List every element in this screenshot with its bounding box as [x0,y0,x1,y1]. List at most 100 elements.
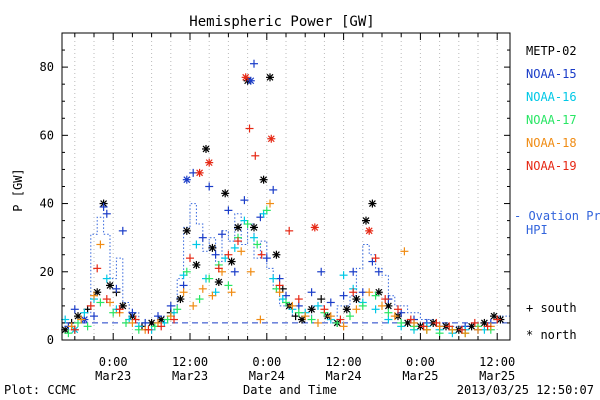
plot-credit: Plot: CCMC [4,383,76,397]
chart-title: Hemispheric Power [GW] [189,14,374,30]
south-marker [195,295,204,304]
south-marker [118,226,127,235]
south-marker [70,325,79,334]
south-marker [336,315,345,324]
south-marker [269,274,278,283]
south-marker [205,182,214,191]
south-marker [314,318,322,327]
south-marker [301,312,310,321]
south-marker [384,308,393,317]
north-marker [241,73,250,82]
south-marker [211,250,220,259]
north-marker [307,305,316,314]
south-marker [240,196,249,205]
y-tick-label: 60 [40,128,54,142]
north-marker [208,243,217,252]
legend: METP-02 NOAA-15 NOAA-16 NOAA-17 NOAA-18 NOAA-… [514,44,600,342]
legend-entry: NOAA-15 [526,67,577,81]
y-tick-label: 20 [40,265,54,279]
legend-entry: NOAA-17 [526,113,577,127]
marker-stroke [272,251,280,259]
x-tick-date: Mar25 [402,369,438,383]
south-marker [419,322,428,331]
north-marker [202,144,210,153]
south-marker [170,315,178,324]
marker-stroke [205,159,213,167]
x-tick-date: Mar24 [249,369,285,383]
marker-stroke [93,288,101,296]
south-marker [251,151,260,160]
marker-stroke [242,73,250,81]
marker-stroke [176,295,184,303]
south-marker [224,206,233,215]
south-marker [230,243,239,252]
south-marker [90,291,98,300]
south-marker [257,250,266,259]
south-marker [154,312,162,321]
south-marker [144,325,153,334]
north-marker [310,223,319,232]
south-marker [198,233,207,242]
south-marker [294,308,303,317]
south-marker [70,305,79,314]
north-marker [234,223,242,232]
south-marker [80,308,89,317]
marker-stroke [311,224,319,231]
marker-stroke [266,73,274,81]
south-marker [128,308,137,317]
marker-stroke [490,312,498,320]
marker-stroke [352,295,360,303]
y-tick-label: 80 [40,60,54,74]
north-marker [182,226,191,235]
south-marker [390,312,399,321]
south-marker [131,315,140,324]
north-marker [246,76,255,85]
south-marker [371,305,380,314]
south-marker [365,288,374,297]
south-marker [182,267,191,276]
south-marker [493,315,502,324]
marker-stroke [480,319,488,327]
marker-stroke [61,326,69,334]
south-marker [339,291,348,300]
north-marker [267,134,276,143]
south-marker [179,288,188,297]
south-marker [285,226,294,235]
north-marker [182,175,191,184]
south-marker [352,305,361,314]
south-marker [64,329,73,338]
south-marker [378,301,386,310]
north-marker [195,168,204,177]
marker-stroke [365,227,373,235]
x-tick-date: Mar24 [326,369,362,383]
south-marker [227,288,236,297]
south-marker [243,220,252,229]
north-marker [106,281,114,290]
north-marker [259,175,268,184]
south-marker [102,274,111,283]
north-marker [250,223,258,232]
legend-entry: NOAA-18 [526,136,577,150]
south-marker [326,312,335,321]
south-marker [371,291,380,300]
marker-stroke [208,244,216,252]
south-marker [307,315,316,324]
marker-stroke [267,135,275,143]
x-tick-time: 0:00 [252,355,281,369]
south-marker [317,295,326,304]
south-marker [374,267,383,276]
north-marker [221,189,230,198]
north-marker [362,216,370,225]
south-marker [445,322,454,331]
marker-stroke [362,217,370,225]
south-marker [208,291,217,300]
marker-stroke [368,200,376,207]
south-marker [230,267,239,276]
south-marker [349,288,358,297]
marker-stroke [384,302,392,310]
south-marker [234,237,242,246]
north-marker [272,250,281,259]
marker-stroke [215,278,223,286]
north-marker [403,318,412,327]
x-axis: 0:00Mar2312:00Mar230:00Mar2412:00Mar240:… [74,33,515,383]
